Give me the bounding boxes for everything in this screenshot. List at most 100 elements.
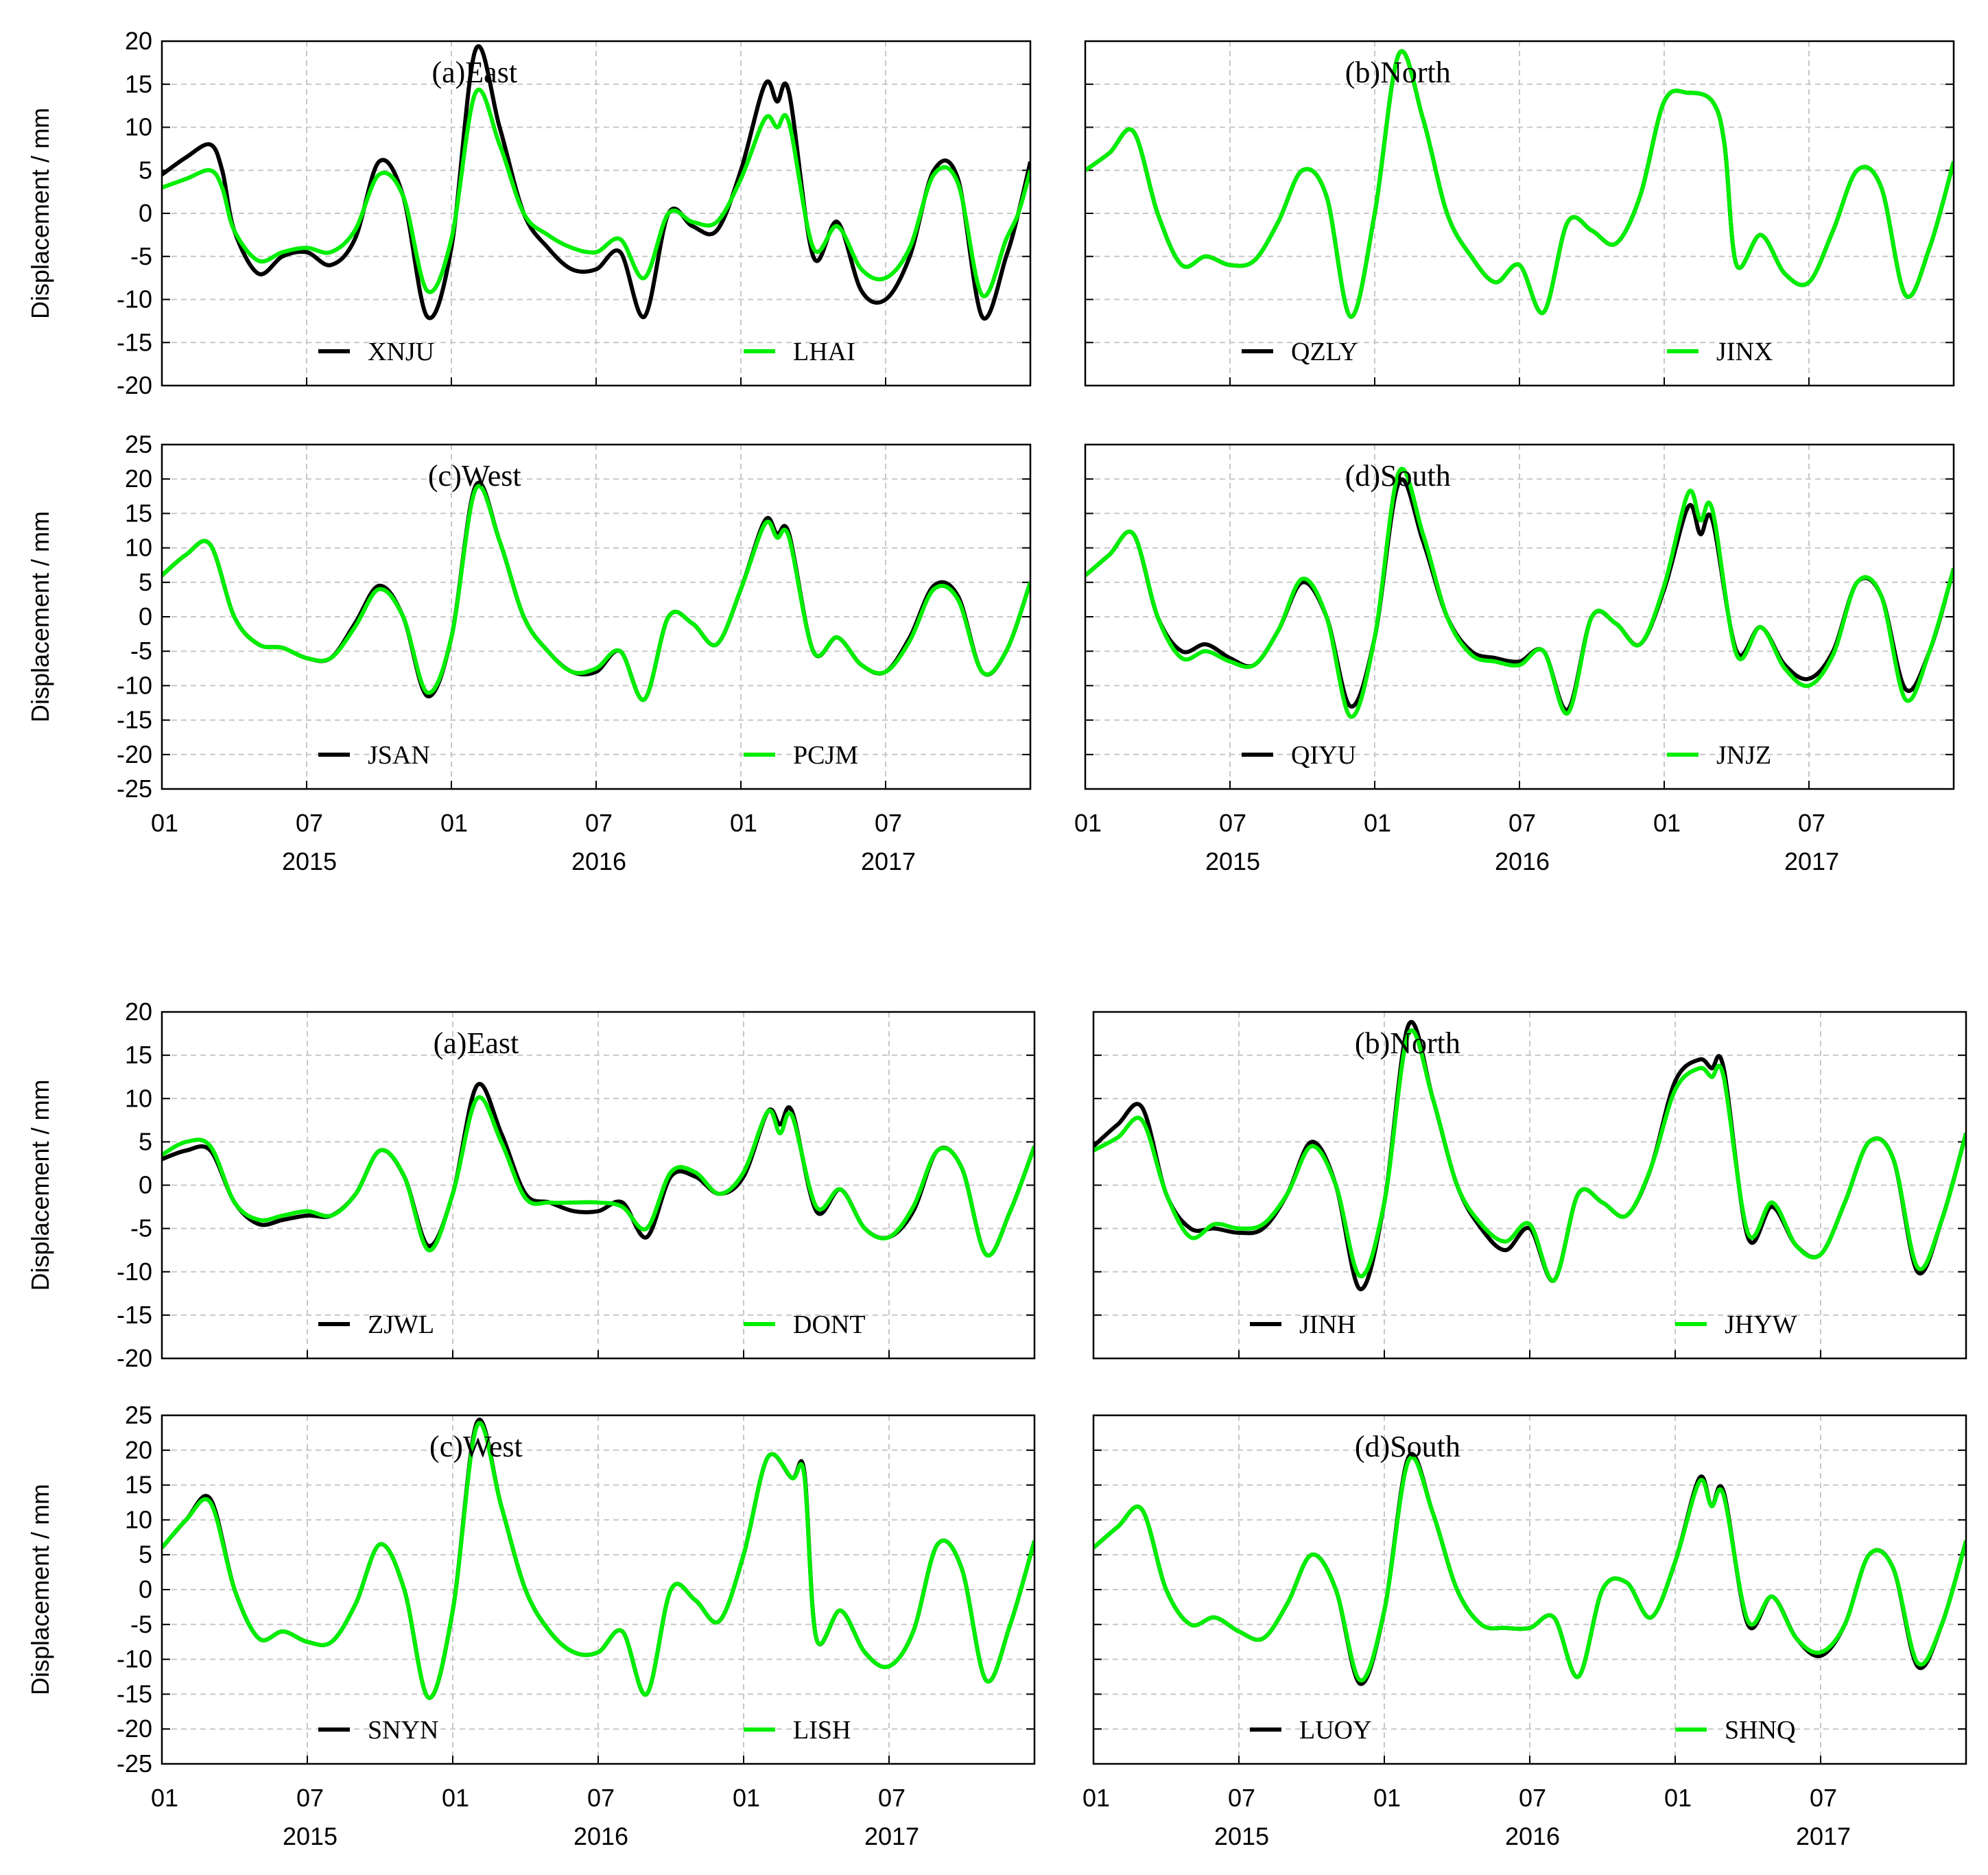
series-line-xnju xyxy=(162,44,1030,321)
y-tick-label: -10 xyxy=(117,671,152,699)
x-tick-label: 01 xyxy=(1074,809,1102,837)
year-label: 2017 xyxy=(864,1822,919,1850)
y-tick-label: -15 xyxy=(117,1679,152,1708)
x-tick-label: 07 xyxy=(878,1784,906,1812)
y-tick-label: 10 xyxy=(125,1084,152,1112)
plot-frame xyxy=(1084,40,1955,387)
plot-frame xyxy=(161,40,1032,387)
y-tick-label: 25 xyxy=(125,430,152,458)
legend-label: LUOY xyxy=(1299,1716,1372,1745)
legend-label: LHAI xyxy=(793,338,855,366)
year-label: 2016 xyxy=(573,1822,628,1850)
x-tick-label: 01 xyxy=(442,1784,469,1812)
series-line-lhai xyxy=(162,87,1030,298)
y-tick-label: 5 xyxy=(139,1127,152,1155)
legend-label: JINH xyxy=(1299,1310,1356,1339)
year-label: 2016 xyxy=(1505,1822,1560,1850)
x-tick-label: 01 xyxy=(730,809,757,837)
y-axis-label: Displacement / mm xyxy=(26,1484,54,1695)
year-label: 2017 xyxy=(861,847,916,875)
y-axis-label: Displacement / mm xyxy=(26,108,54,319)
year-label: 2015 xyxy=(283,1822,338,1850)
x-tick-label: 01 xyxy=(1653,809,1681,837)
plot-frame xyxy=(161,443,1032,790)
plot-frame xyxy=(161,1414,1036,1765)
year-label: 2015 xyxy=(1205,847,1260,875)
y-tick-label: 15 xyxy=(125,1041,152,1069)
y-tick-label: -20 xyxy=(117,371,152,399)
legend-label: PCJM xyxy=(793,741,858,770)
y-tick-label: -10 xyxy=(117,1258,152,1286)
y-tick-label: -25 xyxy=(117,1749,152,1778)
series-line-jnjz xyxy=(1085,467,1954,719)
legend-label: JHYW xyxy=(1725,1310,1797,1339)
y-tick-label: 0 xyxy=(139,1575,152,1603)
y-tick-label: 5 xyxy=(139,1540,152,1568)
year-label: 2017 xyxy=(1796,1822,1851,1850)
panel-title: (a)East xyxy=(431,56,517,89)
y-tick-label: 10 xyxy=(125,534,152,562)
y-axis-label: Displacement / mm xyxy=(26,511,54,722)
x-tick-label: 01 xyxy=(151,1784,178,1812)
year-label: 2015 xyxy=(1214,1822,1269,1850)
x-tick-label: 07 xyxy=(1228,1784,1255,1812)
x-tick-label: 07 xyxy=(1508,809,1536,837)
series-line-dont xyxy=(162,1095,1034,1258)
x-tick-label: 07 xyxy=(1519,1784,1546,1812)
legend-label: QZLY xyxy=(1291,338,1358,366)
legend-label: JINX xyxy=(1716,338,1773,366)
y-tick-label: 20 xyxy=(125,464,152,493)
y-tick-label: 20 xyxy=(125,998,152,1026)
y-tick-label: -15 xyxy=(117,328,152,356)
panel-title: (c)West xyxy=(428,459,521,493)
panel-8: 01 07 01 07 01 07 2015 2016 2017 (d)South LUOY SHNQ xyxy=(1082,1414,1967,1850)
plot-frame xyxy=(1084,443,1955,790)
year-label: 2015 xyxy=(282,847,337,875)
legend-label: JNJZ xyxy=(1716,741,1771,770)
y-tick-label: -10 xyxy=(117,285,152,314)
legend-label: SNYN xyxy=(368,1716,438,1745)
y-tick-label: 5 xyxy=(139,156,152,184)
x-tick-label: 01 xyxy=(1664,1784,1692,1812)
year-label: 2016 xyxy=(571,847,626,875)
y-tick-label: 10 xyxy=(125,1505,152,1533)
series-line-jhyw xyxy=(1093,1028,1966,1283)
panel-title: (a)East xyxy=(434,1026,519,1060)
y-tick-label: -5 xyxy=(130,242,152,270)
series-line-jinx xyxy=(1085,49,1954,319)
y-tick-label: 0 xyxy=(139,1171,152,1199)
y-tick-label: 15 xyxy=(125,499,152,527)
legend-label: LISH xyxy=(793,1716,851,1745)
x-tick-label: 07 xyxy=(1810,1784,1837,1812)
y-tick-label: 10 xyxy=(125,113,152,141)
y-tick-label: -10 xyxy=(117,1645,152,1673)
y-tick-label: 15 xyxy=(125,70,152,98)
x-tick-label: 01 xyxy=(1082,1784,1110,1812)
series-line-lish xyxy=(162,1421,1034,1700)
y-tick-label: -15 xyxy=(117,706,152,734)
panel-title: (b)North xyxy=(1345,56,1451,89)
y-tick-label: -20 xyxy=(117,1714,152,1743)
panel-6: (b)North JINH JHYW xyxy=(1092,1011,1967,1360)
x-tick-label: 07 xyxy=(875,809,902,837)
legend-label: ZJWL xyxy=(368,1310,434,1339)
y-tick-label: -5 xyxy=(130,1610,152,1638)
legend-label: SHNQ xyxy=(1725,1716,1795,1745)
x-tick-label: 01 xyxy=(1373,1784,1401,1812)
y-tick-label: 20 xyxy=(125,27,152,55)
series-line-shnq xyxy=(1093,1455,1966,1683)
y-tick-label: -15 xyxy=(117,1301,152,1329)
x-tick-label: 07 xyxy=(587,1784,615,1812)
x-tick-label: 01 xyxy=(733,1784,760,1812)
x-tick-label: 01 xyxy=(1364,809,1391,837)
legend-label: JSAN xyxy=(368,741,430,770)
y-tick-label: 5 xyxy=(139,568,152,596)
panel-4: 01 07 01 07 01 07 2015 2016 2017 (d)South QIYU JNJZ xyxy=(1074,443,1955,875)
y-tick-label: -20 xyxy=(117,740,152,768)
panel-7: -25 -20 -15 -10 -5 0 5 10 15 20 25 01 07 01 07 01 07 2015… xyxy=(26,1401,1036,1850)
series-line-pcjm xyxy=(162,484,1030,702)
panel-5: -20 -15 -10 -5 0 5 10 15 20 Displacement / mm (a)E… xyxy=(26,998,1036,1372)
x-tick-label: 07 xyxy=(1219,809,1246,837)
y-tick-label: 0 xyxy=(139,199,152,227)
